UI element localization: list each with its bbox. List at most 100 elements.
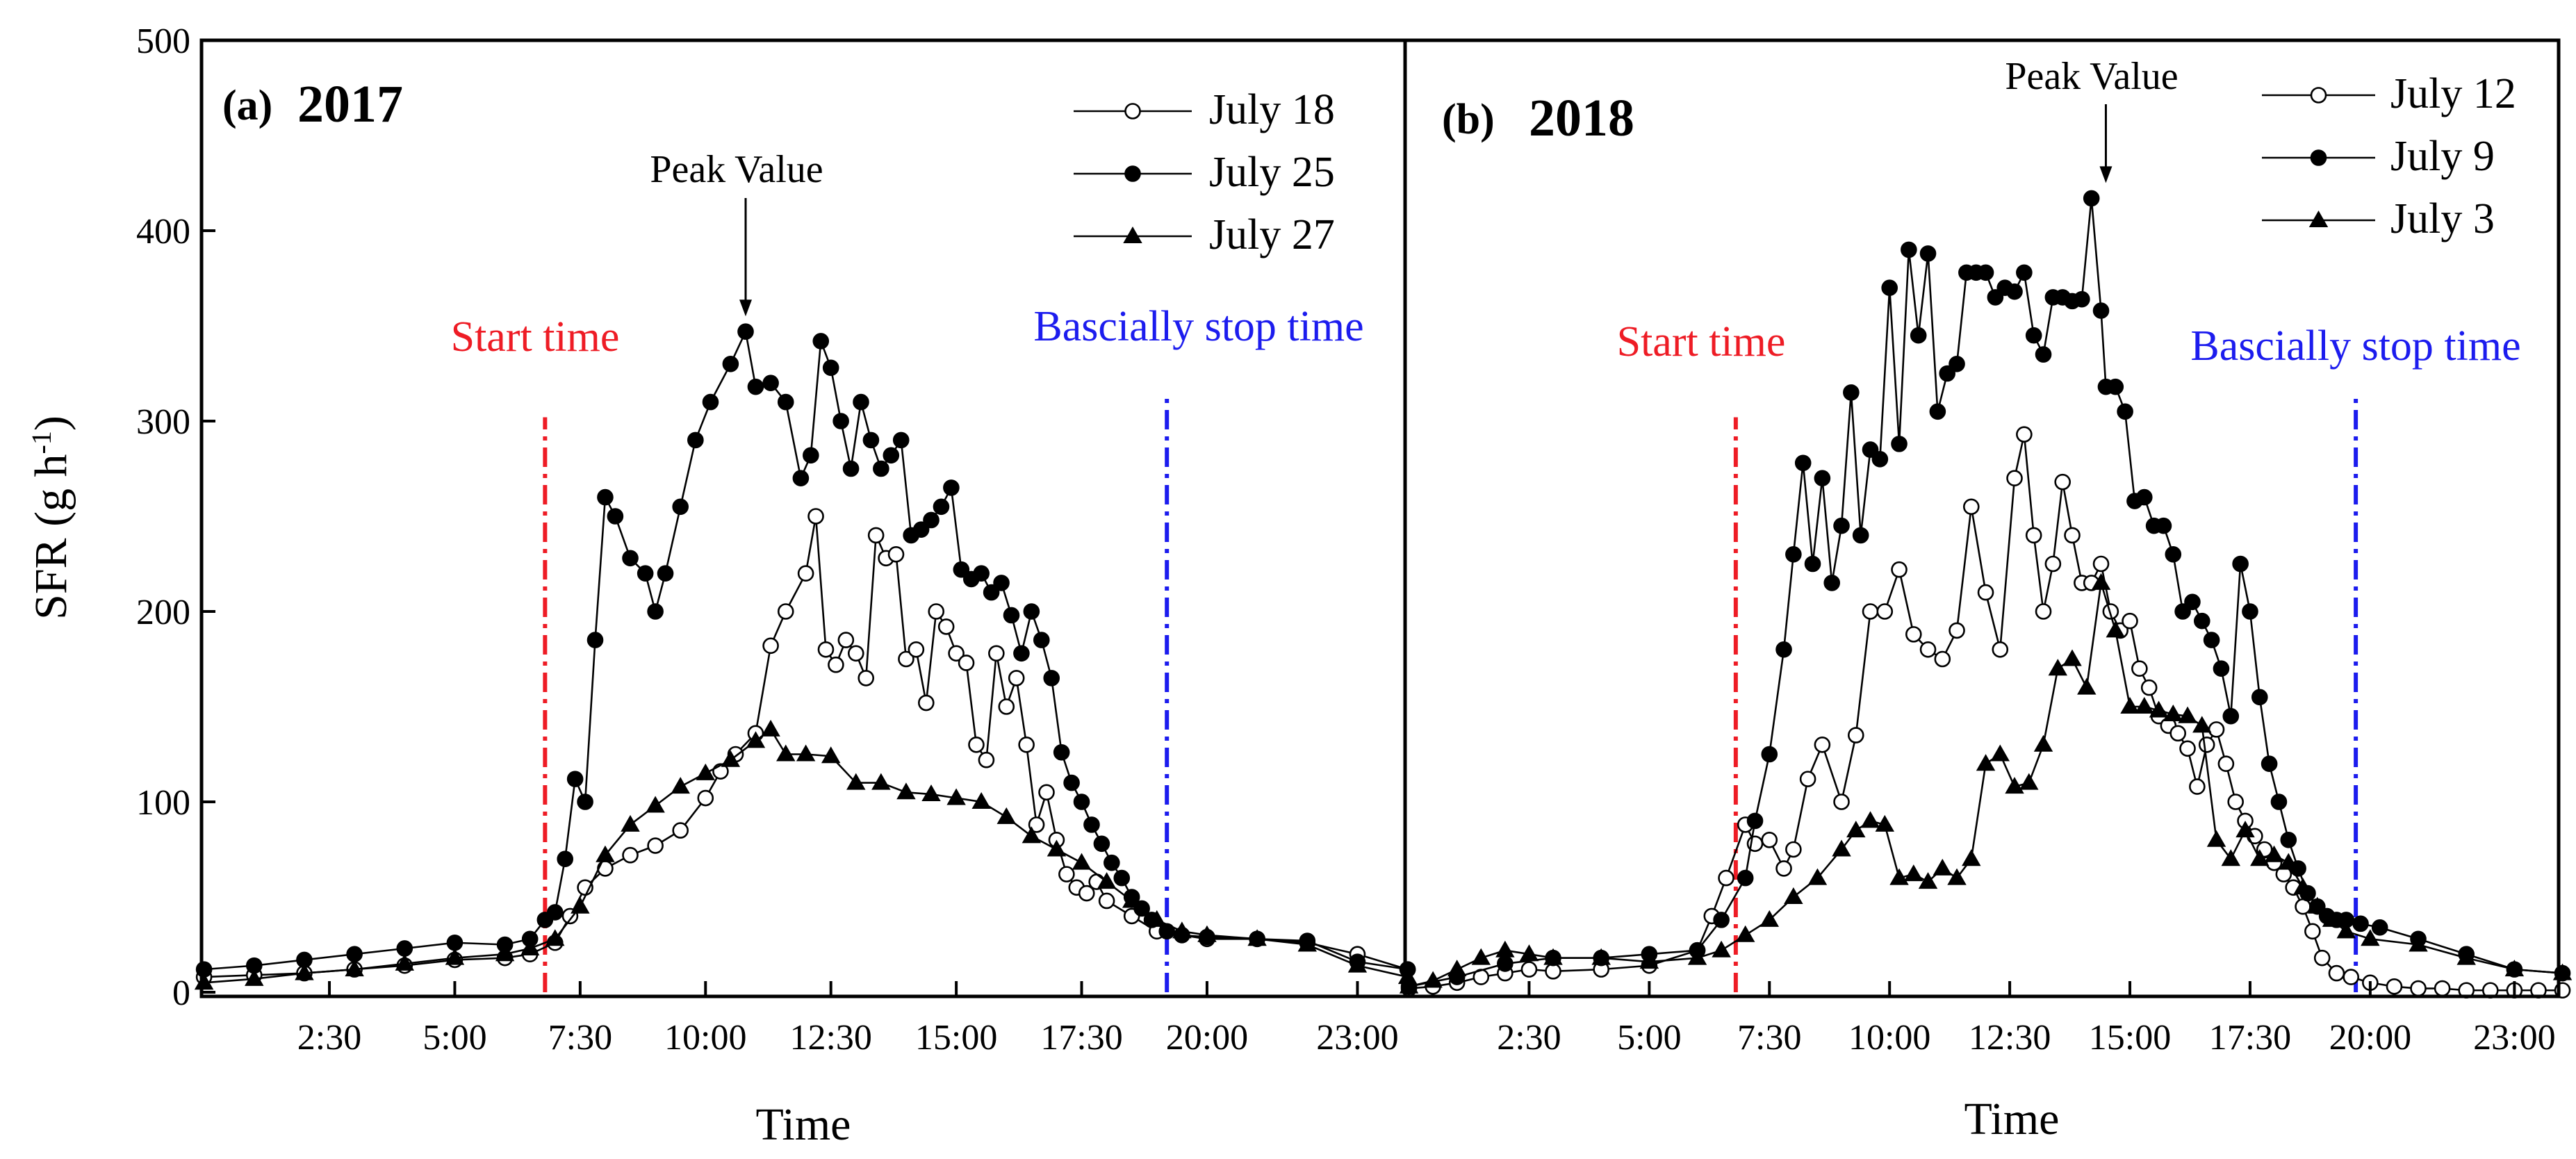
data-point-july-3 — [1976, 754, 1996, 771]
data-point-july-9 — [1804, 555, 1821, 573]
data-point-july-25 — [842, 460, 860, 477]
data-point-july-25 — [822, 359, 839, 377]
data-point-july-18 — [1078, 885, 1095, 902]
data-point-july-18 — [597, 860, 614, 877]
data-point-july-12 — [2092, 555, 2110, 573]
data-point-july-12 — [2044, 555, 2062, 573]
data-point-july-25 — [1083, 816, 1100, 833]
data-point-july-27 — [796, 744, 816, 762]
y-tick-label-0: 0 — [172, 973, 190, 1013]
data-point-july-3 — [1687, 948, 1707, 965]
data-point-july-18 — [948, 645, 965, 662]
y-axis-label-superscript: -1 — [26, 431, 57, 454]
data-point-july-27 — [1197, 925, 1217, 942]
data-point-july-25 — [792, 470, 810, 487]
data-point-july-25 — [933, 498, 950, 516]
data-point-july-9 — [2251, 689, 2268, 706]
data-point-july-27 — [345, 960, 364, 977]
data-point-july-25 — [862, 431, 880, 449]
data-point-july-9 — [1871, 450, 1889, 468]
data-point-july-25 — [546, 904, 564, 921]
peak-arrow-a — [739, 198, 753, 317]
data-point-july-25 — [1003, 607, 1020, 624]
data-point-july-18 — [928, 603, 945, 620]
data-point-july-25 — [873, 460, 889, 477]
data-point-july-12 — [2131, 660, 2148, 677]
plot-area-a — [194, 323, 1418, 992]
panel-a-2017: 0 100 200 300 400 500 2:30 5:00 7:30 10:00 12:30 1… — [26, 22, 1418, 1150]
data-point-july-25 — [1023, 603, 1040, 620]
data-point-july-3 — [2163, 704, 2183, 721]
data-point-july-12 — [2054, 473, 2071, 491]
x-tick-label-b-7-30: 7:30 — [1737, 1018, 1801, 1058]
peak-value-label-b: Peak Value — [2005, 55, 2178, 98]
data-point-july-9 — [2184, 593, 2201, 611]
data-point-july-27 — [495, 944, 515, 962]
data-point-july-3 — [1495, 940, 1515, 957]
legend-entry-july-9: July 9 — [2390, 133, 2495, 180]
data-point-july-18 — [1098, 892, 1115, 910]
data-point-july-27 — [761, 719, 780, 737]
data-point-july-25 — [923, 511, 940, 529]
data-point-july-9 — [2016, 264, 2033, 281]
legend-marker-july-9 — [2310, 149, 2327, 166]
data-point-july-25 — [346, 946, 363, 962]
data-point-july-9 — [2117, 403, 2133, 420]
x-tick-label-b-23-00: 23:00 — [2473, 1018, 2555, 1058]
data-point-july-9 — [1891, 436, 1908, 452]
data-point-july-18 — [988, 645, 1005, 662]
data-point-july-27 — [545, 929, 565, 946]
data-point-july-3 — [1712, 940, 1731, 957]
x-axis-a: 2:30 5:00 7:30 10:00 12:30 15:00 17:30 20:00 23:… — [297, 981, 1399, 1058]
data-point-july-3 — [2322, 910, 2342, 927]
data-point-july-12 — [2169, 725, 2186, 742]
data-point-july-12 — [2313, 949, 2331, 967]
data-point-july-9 — [2155, 517, 2172, 534]
data-point-july-12 — [2179, 740, 2196, 757]
data-point-july-25 — [607, 508, 624, 525]
data-point-july-3 — [1875, 814, 1895, 832]
data-point-july-12 — [1876, 603, 1894, 620]
data-point-july-3 — [1784, 887, 1803, 904]
legend-entry-july-27: July 27 — [1209, 211, 1335, 258]
data-point-july-3 — [2336, 921, 2356, 939]
data-point-july-3 — [2033, 734, 2053, 752]
data-point-july-12 — [2217, 755, 2235, 772]
data-point-july-3 — [2456, 948, 2476, 965]
data-point-july-3 — [1846, 821, 1866, 838]
data-point-july-25 — [832, 413, 849, 429]
data-point-july-3 — [2308, 896, 2327, 914]
data-point-july-25 — [672, 498, 689, 516]
data-point-july-9 — [2135, 488, 2153, 506]
data-point-july-9 — [1843, 384, 1860, 401]
data-point-july-18 — [797, 565, 814, 582]
data-point-july-27 — [896, 782, 916, 800]
data-point-july-18 — [898, 650, 914, 668]
data-point-july-18 — [762, 637, 779, 655]
data-point-july-18 — [937, 618, 955, 635]
data-point-july-27 — [946, 788, 966, 805]
data-point-july-12 — [1934, 650, 1951, 668]
data-point-july-9 — [1737, 869, 1754, 887]
data-point-july-3 — [2062, 649, 2082, 666]
data-point-july-25 — [702, 393, 719, 411]
data-point-july-9 — [2232, 555, 2249, 573]
data-point-july-12 — [2386, 978, 2403, 995]
data-point-july-9 — [2165, 545, 2182, 563]
y-tick-label-200: 200 — [136, 593, 190, 632]
data-point-july-9 — [2193, 612, 2210, 630]
data-point-july-12 — [1962, 498, 1980, 516]
data-point-july-3 — [1904, 864, 1923, 882]
data-point-july-9 — [2213, 660, 2230, 677]
data-point-july-18 — [672, 822, 689, 839]
y-tick-label-100: 100 — [136, 783, 190, 823]
data-point-july-27 — [971, 791, 991, 809]
data-point-july-3 — [2504, 960, 2525, 977]
data-point-july-9 — [1785, 545, 1802, 563]
data-point-july-9 — [1881, 279, 1898, 297]
data-point-july-9 — [2222, 707, 2240, 725]
data-point-july-25 — [647, 603, 664, 620]
data-point-july-3 — [2235, 821, 2255, 838]
data-point-july-12 — [2122, 612, 2138, 630]
stop-time-label-b: Bascially stop time — [2190, 322, 2520, 370]
